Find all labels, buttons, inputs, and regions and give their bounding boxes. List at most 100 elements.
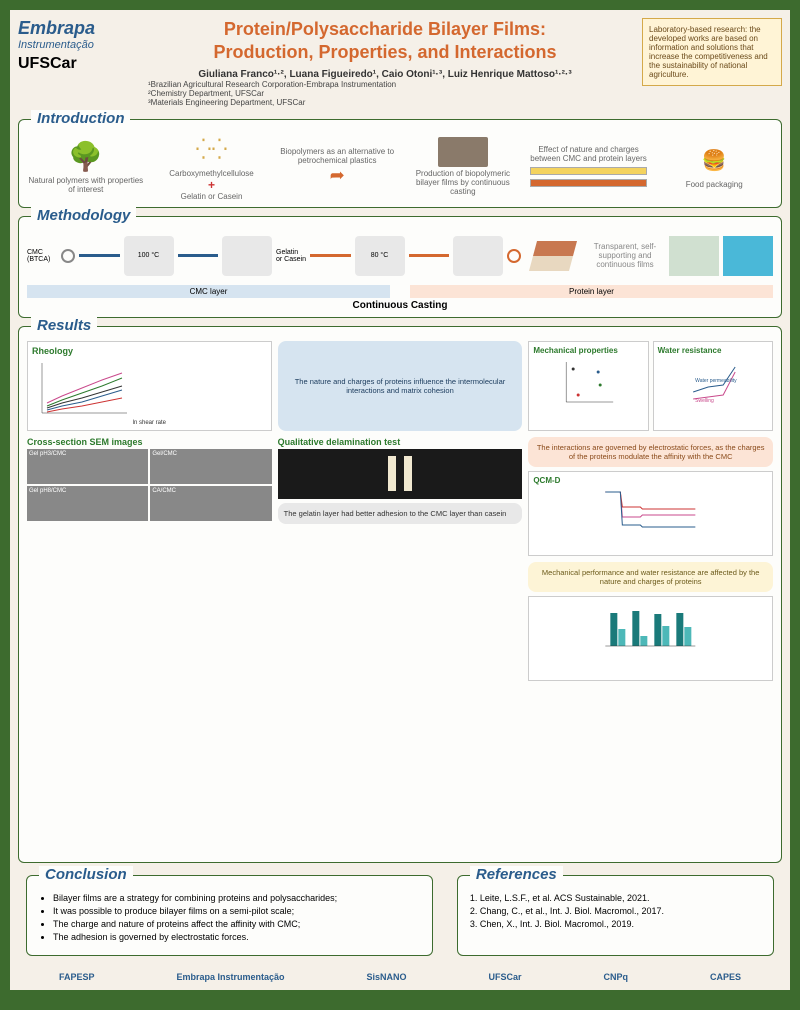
water-plot: Water permeability Swelling xyxy=(658,357,768,407)
intro-text-3: Gelatin or Casein xyxy=(153,192,271,201)
layer-diagram xyxy=(530,167,648,187)
conclusion-bullet-3: The charge and nature of proteins affect… xyxy=(53,919,420,929)
cellulose-icon: ⁛⁛ xyxy=(194,132,229,167)
reference-3: 3. Chen, X., Int. J. Biol. Macromol., 20… xyxy=(470,919,761,929)
water-perm-label: Water permeability xyxy=(695,378,737,384)
protein-layer-label: Protein layer xyxy=(410,285,773,298)
callout-gelatin-adhesion: The gelatin layer had better adhesion to… xyxy=(278,503,523,524)
contact-bars xyxy=(533,601,768,651)
research-statement-box: Laboratory-based research: the developed… xyxy=(642,18,782,86)
callout-nature-charges: The nature and charges of proteins influ… xyxy=(278,341,523,431)
cmc-line xyxy=(79,254,120,257)
conclusion-section: Conclusion Bilayer films are a strategy … xyxy=(26,875,433,956)
sisnano-logo: SisNANO xyxy=(367,972,407,982)
sem-img-2: Gel/CMC xyxy=(150,449,271,484)
casting-process-line: CMC (BTCA) 100 °C Gelatin or Casein 80 °… xyxy=(27,231,773,281)
footer-logos: FAPESP Embrapa Instrumentação SisNANO UF… xyxy=(10,964,790,990)
conclusion-title: Conclusion xyxy=(39,866,133,883)
oven-3: 80 °C xyxy=(355,236,405,276)
references-title: References xyxy=(470,866,563,883)
callout-electrostatic: The interactions are governed by electro… xyxy=(528,437,773,467)
protein-line-2 xyxy=(409,254,450,257)
intro-food-packaging: 🍔 Food packaging xyxy=(655,143,773,189)
cmc-input-label: CMC (BTCA) xyxy=(27,249,57,263)
arrow-icon: ➦ xyxy=(278,165,396,186)
results-title: Results xyxy=(31,317,97,334)
conclusion-list: Bilayer films are a strategy for combini… xyxy=(35,882,424,949)
poster-container: Embrapa Instrumentação UFSCar Protein/Po… xyxy=(10,10,790,990)
sem-title: Cross-section SEM images xyxy=(27,437,272,447)
poster-title-line2: Production, Properties, and Interactions xyxy=(138,41,632,64)
sem-img-3: Gel pH8/CMC xyxy=(27,486,148,521)
cmc-layer-label: CMC layer xyxy=(27,285,390,298)
references-section: References 1. Leite, L.S.F., et al. ACS … xyxy=(457,875,774,956)
intro-effect: Effect of nature and charges between CMC… xyxy=(530,145,648,187)
introduction-section: Introduction 🌳 Natural polymers with pro… xyxy=(18,119,782,208)
machine-icon xyxy=(438,137,488,167)
conclusion-bullet-2: It was possible to produce bilayer films… xyxy=(53,906,420,916)
contact-angle-chart xyxy=(528,596,773,681)
reference-2: 2. Chang, C., et al., Int. J. Biol. Macr… xyxy=(470,906,761,916)
title-area: Protein/Polysaccharide Bilayer Films: Pr… xyxy=(138,18,632,107)
intro-biopolymers: Biopolymers as an alternative to petroch… xyxy=(278,147,396,186)
methodology-content: CMC (BTCA) 100 °C Gelatin or Casein 80 °… xyxy=(27,223,773,311)
transparent-films-label: Transparent, self-supporting and continu… xyxy=(585,242,665,269)
sem-panel: Cross-section SEM images Gel pH3/CMC Gel… xyxy=(27,437,272,556)
bilayer-film-icon xyxy=(529,241,577,271)
reference-1: 1. Leite, L.S.F., et al. ACS Sustainable… xyxy=(470,893,761,903)
swelling-label: Swelling xyxy=(695,398,714,404)
film-photo-2 xyxy=(723,236,773,276)
introduction-title: Introduction xyxy=(31,110,130,127)
embrapa-footer-logo: Embrapa Instrumentação xyxy=(176,972,284,982)
qcmd-title: QCM-D xyxy=(533,476,768,485)
methodology-section: Methodology CMC (BTCA) 100 °C Gelatin or… xyxy=(18,216,782,318)
poster-title-line1: Protein/Polysaccharide Bilayer Films: xyxy=(138,18,632,41)
qcmd-panel: The interactions are governed by electro… xyxy=(528,437,773,556)
oven-1: 100 °C xyxy=(124,236,174,276)
continuous-casting-label: Continuous Casting xyxy=(27,300,773,311)
delamination-image xyxy=(278,449,523,499)
delam-strip-1 xyxy=(388,456,396,491)
embrapa-subtext: Instrumentação xyxy=(18,39,128,51)
embrapa-logo: Embrapa Instrumentação xyxy=(18,18,128,51)
water-chart: Water resistance Water permeability Swel… xyxy=(653,341,773,431)
affiliation-2: ²Chemistry Department, UFSCar xyxy=(148,89,632,98)
tree-icon: 🌳 xyxy=(68,139,103,174)
contact-angle-panel: Mechanical performance and water resista… xyxy=(528,562,773,681)
rheology-xlabel: ln shear rate xyxy=(32,420,267,426)
mechanical-water-panel: Mechanical properties Water resistance xyxy=(528,341,773,431)
intro-text-2: Carboxymethylcellulose xyxy=(153,169,271,178)
protein-line xyxy=(310,254,351,257)
rheology-plot xyxy=(32,358,132,418)
cmc-line-2 xyxy=(178,254,219,257)
capes-logo: CAPES xyxy=(710,972,741,982)
intro-text-4: Biopolymers as an alternative to petroch… xyxy=(278,147,396,165)
oven-4 xyxy=(453,236,503,276)
sem-img-4: CA/CMC xyxy=(150,486,271,521)
cnpq-logo: CNPq xyxy=(604,972,629,982)
qcmd-chart: QCM-D xyxy=(528,471,773,556)
intro-cmc: ⁛⁛ Carboxymethylcellulose + Gelatin or C… xyxy=(153,132,271,201)
intro-text-6: Effect of nature and charges between CMC… xyxy=(530,145,648,163)
sem-img-1: Gel pH3/CMC xyxy=(27,449,148,484)
authors: Giuliana Franco¹·², Luana Figueiredo¹, C… xyxy=(138,69,632,80)
intro-text-7: Food packaging xyxy=(655,180,773,189)
film-photo-1 xyxy=(669,236,719,276)
oven-2 xyxy=(222,236,272,276)
conclusion-bullet-4: The adhesion is governed by electrostati… xyxy=(53,932,420,942)
embrapa-text: Embrapa xyxy=(18,18,128,39)
methodology-title: Methodology xyxy=(31,207,136,224)
header: Embrapa Instrumentação UFSCar Protein/Po… xyxy=(10,10,790,115)
results-section: Results Rheology ln shear rate The natur… xyxy=(18,326,782,863)
header-logos-left: Embrapa Instrumentação UFSCar xyxy=(18,18,128,73)
fapesp-logo: FAPESP xyxy=(59,972,95,982)
delam-strip-2 xyxy=(404,456,412,491)
affiliation-1: ¹Brazilian Agricultural Research Corpora… xyxy=(148,80,632,89)
water-title: Water resistance xyxy=(658,346,768,355)
affiliation-3: ³Materials Engineering Department, UFSCa… xyxy=(148,98,632,107)
ufscar-footer-logo: UFSCar xyxy=(489,972,522,982)
mechanical-title: Mechanical properties xyxy=(533,346,643,355)
conclusion-bullet-1: Bilayer films are a strategy for combini… xyxy=(53,893,420,903)
intro-natural-polymers: 🌳 Natural polymers with properties of in… xyxy=(27,139,145,194)
casting-labels: CMC layer Protein layer xyxy=(27,285,773,298)
